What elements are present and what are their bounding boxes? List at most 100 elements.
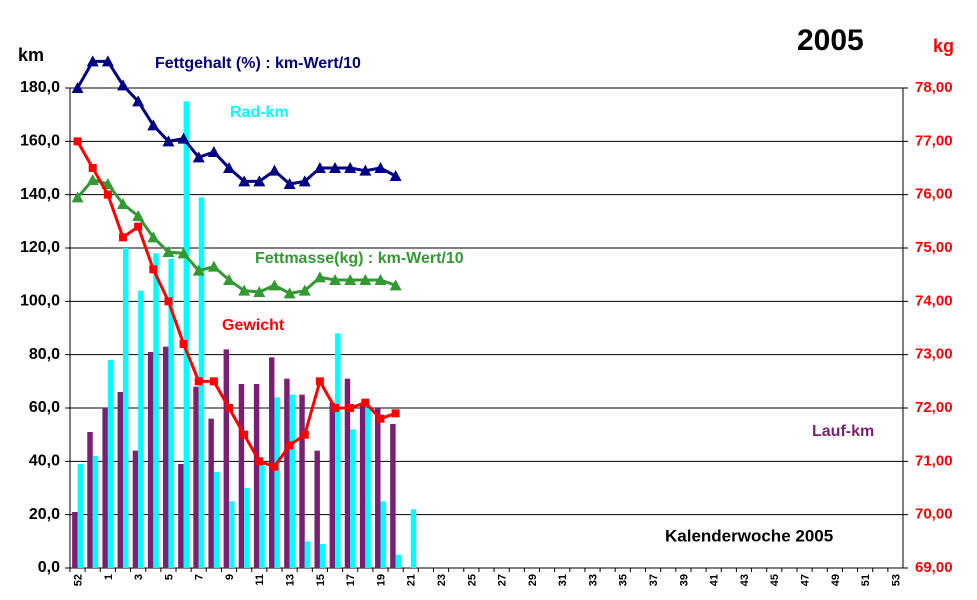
marker xyxy=(71,82,84,93)
marker xyxy=(331,404,340,412)
marker xyxy=(298,284,311,296)
marker xyxy=(240,430,249,439)
bar xyxy=(410,509,417,568)
marker xyxy=(253,286,266,297)
marker xyxy=(270,462,279,471)
marker xyxy=(225,404,234,412)
x-tick-label: 31 xyxy=(557,574,569,586)
marker xyxy=(315,377,324,386)
marker xyxy=(103,190,112,199)
bar xyxy=(183,101,190,568)
marker xyxy=(253,175,266,187)
x-tick-label: 3 xyxy=(133,574,145,580)
marker xyxy=(117,79,130,91)
marker xyxy=(162,135,175,147)
plot-border xyxy=(69,87,904,569)
bar xyxy=(253,384,260,568)
bar xyxy=(107,360,114,568)
bar xyxy=(117,392,124,568)
x-tick-label: 13 xyxy=(285,574,297,586)
y2-axis-label: kg xyxy=(933,36,954,56)
bar xyxy=(395,554,402,568)
y2-tick-label: 75,00 xyxy=(915,239,953,256)
y2-tick-label: 77,00 xyxy=(915,132,953,149)
marker xyxy=(223,274,236,285)
x-tick-label: 43 xyxy=(739,574,751,586)
bar xyxy=(304,541,311,568)
x-tick-label: 9 xyxy=(224,574,236,580)
marker xyxy=(149,265,158,274)
bar xyxy=(213,472,220,568)
x-tick-label: 23 xyxy=(436,574,448,586)
bar xyxy=(77,464,84,568)
bar xyxy=(193,386,199,568)
chart-title: 2005 xyxy=(797,24,864,57)
marker xyxy=(313,162,326,173)
marker xyxy=(179,340,188,348)
marker xyxy=(329,274,342,285)
bar xyxy=(178,464,184,568)
marker xyxy=(344,274,357,285)
marker xyxy=(192,264,205,276)
x-tick-label: 49 xyxy=(830,574,842,586)
marker xyxy=(147,231,160,243)
marker xyxy=(374,162,387,173)
marker xyxy=(207,146,220,157)
y2-tick-label: 69,00 xyxy=(915,559,953,576)
bar xyxy=(168,258,174,568)
x-tick-label: 53 xyxy=(890,574,902,586)
marker xyxy=(238,284,251,296)
bar xyxy=(319,544,326,568)
x-tick-label: 41 xyxy=(709,574,721,586)
x-tick-label: 5 xyxy=(163,574,175,580)
marker xyxy=(162,246,175,257)
y-tick-label: 60,0 xyxy=(29,399,60,416)
bar xyxy=(123,248,129,568)
marker xyxy=(359,274,372,285)
y2-tick-label: 72,00 xyxy=(915,399,953,416)
marker xyxy=(86,174,99,185)
y2-tick-label: 73,00 xyxy=(915,346,953,363)
bar xyxy=(208,418,214,568)
marker xyxy=(192,151,205,163)
marker xyxy=(391,409,400,418)
x-tick-label: 7 xyxy=(194,574,206,580)
x-tick-label: 51 xyxy=(860,574,872,586)
bar xyxy=(335,333,341,568)
bar xyxy=(299,394,305,568)
series-label: Rad-km xyxy=(230,104,289,121)
bar xyxy=(244,488,250,568)
marker xyxy=(194,377,203,386)
marker xyxy=(88,164,97,172)
marker xyxy=(132,95,145,107)
series-label: Fettmasse(kg) : km-Wert/10 xyxy=(255,250,464,267)
y-tick-label: 180,0 xyxy=(20,79,60,96)
marker xyxy=(207,260,220,272)
marker xyxy=(313,271,326,283)
y2-tick-label: 70,00 xyxy=(915,506,953,523)
x-tick-label: 19 xyxy=(375,574,387,586)
marker xyxy=(164,297,173,306)
y-tick-label: 160,0 xyxy=(20,133,60,150)
series-label: Fettgehalt (%) : km-Wert/10 xyxy=(155,55,361,72)
bar xyxy=(350,429,356,568)
marker xyxy=(344,162,357,173)
marker xyxy=(177,247,190,259)
bar xyxy=(153,253,159,569)
x-tick-label: 1 xyxy=(103,574,115,580)
y-tick-label: 100,0 xyxy=(20,293,60,310)
marker xyxy=(117,198,130,209)
y-tick-label: 0,0 xyxy=(38,559,60,576)
bar xyxy=(138,290,144,568)
line xyxy=(76,178,397,295)
bar xyxy=(229,501,235,568)
marker xyxy=(389,279,402,291)
y-axis-label: km xyxy=(18,45,44,65)
marker xyxy=(255,457,264,466)
marker xyxy=(376,414,385,423)
x-tick-label: 15 xyxy=(315,574,327,586)
bar xyxy=(380,501,386,568)
marker xyxy=(147,119,160,131)
line xyxy=(76,59,397,186)
